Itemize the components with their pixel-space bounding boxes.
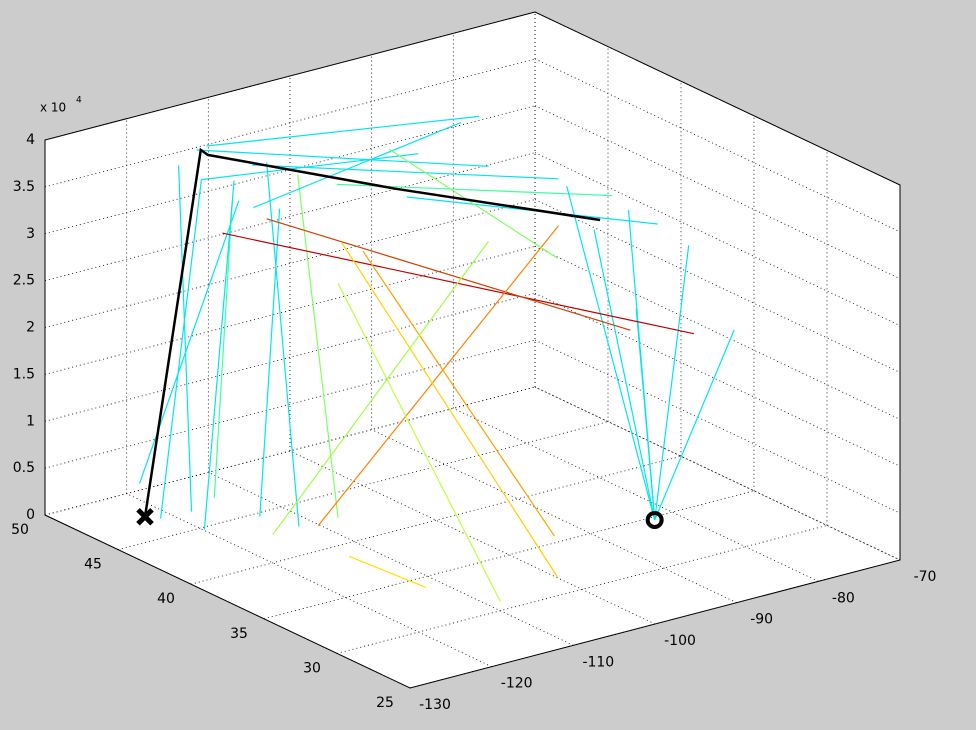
grid-line [534,105,901,280]
flight-line [348,555,426,588]
grid-line [534,199,901,373]
x-tick-label: -110 [582,654,614,670]
flight-line [340,241,559,578]
x-tick-label: -130 [419,697,451,713]
axes-background [45,12,900,688]
grid-line [44,292,536,422]
grid-line [263,490,755,620]
grid-line [44,152,536,282]
flight-line [178,165,193,512]
flight-line [654,329,735,521]
grid-line [289,450,656,625]
grid-line [44,199,536,328]
flight-line [266,162,300,527]
y-tick-label: 30 [303,660,321,676]
grid-line [126,493,492,668]
flight-line [272,240,489,536]
axes-box [44,11,901,689]
flight-line [266,218,631,331]
x-tick-label: -70 [914,569,937,585]
marker-x [136,508,154,526]
flight-line [253,121,462,209]
grid-line [534,58,901,233]
grid-line [371,429,737,604]
plot-area [136,115,735,602]
grid-line [190,455,682,585]
z-tick-label: 1.5 [13,366,35,382]
flight-line [143,147,601,517]
grid-line [534,246,901,420]
x-tick-label: -80 [832,590,855,606]
z-tick-label: 3 [26,226,35,242]
z-exponent: 4 [76,96,82,106]
flight-line [203,180,235,530]
grid-line [44,339,536,469]
flight-line [297,174,339,518]
grid-line [117,421,609,550]
grid-line [534,339,901,514]
flight-line [160,179,202,519]
grid-line [534,386,901,561]
z-tick-label: 3.5 [13,179,35,195]
flight-line [213,200,233,498]
grid-line [44,245,536,375]
grid-line [44,105,536,235]
grid-line [208,471,574,646]
marker-o [645,510,664,529]
grid-line [336,525,828,654]
y-tick-label: 45 [84,557,102,573]
x-tick-label: -100 [664,633,696,649]
flight-line [593,229,656,521]
z-tick-label: 0.5 [13,460,35,476]
tick-labels: -130 -120 -110 -100 -90 -80 -70 25 30 35 40 45 500 0.… [11,132,936,713]
y-tick-label: 40 [157,591,175,607]
flight-line [635,308,656,521]
z-tick-label: 4 [26,132,35,148]
y-tick-label: 50 [11,522,29,538]
z-tick-label: 2 [26,320,35,336]
grid-line [44,58,536,188]
flight-line [388,148,558,259]
grid-line [534,292,901,467]
flight-line [206,115,480,147]
flight-line [566,185,656,521]
y-tick-label: 25 [376,695,394,711]
z-multiplier: x 10 [40,101,66,115]
grid-line [44,386,536,516]
z-tick-label: 0 [26,507,35,523]
x-tick-label: -120 [501,676,533,692]
flight-line [337,283,501,602]
flight-line [362,250,555,537]
flight-line [654,245,690,521]
grid-line [534,152,901,326]
flight-line [196,149,489,167]
x-tick-label: -90 [750,612,773,628]
z-tick-label: 1 [26,413,35,429]
flight-line [252,164,559,180]
flight-line [259,208,281,517]
flight-line [201,153,419,181]
flight-line [317,225,559,526]
z-tick-label: 2.5 [13,273,35,289]
grid-line [453,407,819,582]
y-tick-label: 35 [230,626,248,642]
grid-line [534,386,901,561]
